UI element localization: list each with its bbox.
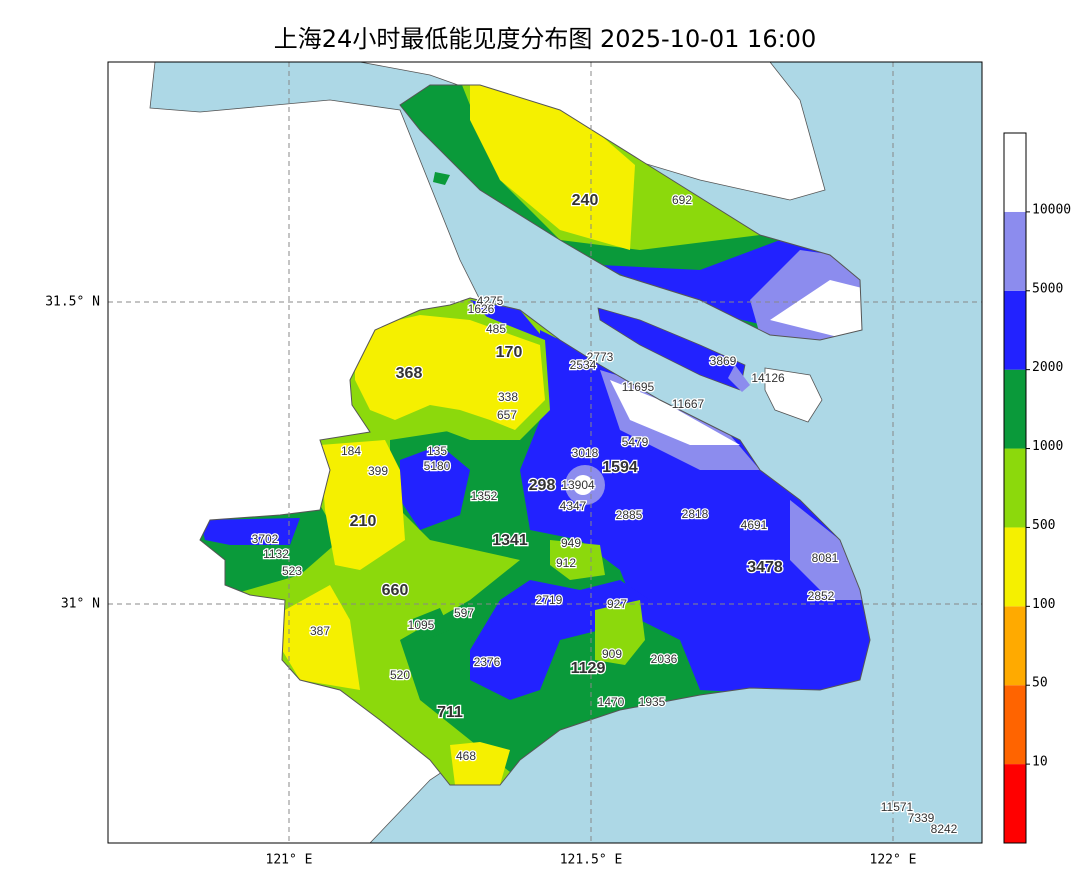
station-value: 485 [486,322,506,336]
lon-label: 121° E [266,853,313,868]
colorbar-tick-label: 50 [1032,676,1048,691]
lat-label: 31° N [61,597,100,612]
colorbar-frame [1003,132,1027,844]
station-value: 4691 [741,518,768,532]
station-value: 2885 [616,508,643,522]
station-value: 1132 [263,547,289,561]
station-value: 909 [602,647,622,661]
colorbar-tick-label: 10 [1032,755,1048,770]
colorbar-segment [1004,290,1026,370]
station-value: 14126 [751,371,785,385]
station-value: 5180 [424,459,451,473]
station-value: 11667 [672,397,705,411]
station-value: 5479 [622,435,649,449]
colorbar-segment [1004,764,1026,843]
lat-label: 31.5° N [45,295,100,310]
station-value: 1594 [602,459,638,476]
station-value: 2719 [536,593,563,607]
colorbar-segment [1004,527,1026,607]
station-value: 1470 [598,695,625,709]
colorbar-tick-label: 5000 [1032,281,1063,296]
station-value: 135 [427,444,447,458]
colorbar-segment [1004,369,1026,449]
mainland-outline [199,297,871,786]
station-value: 711 [437,704,463,721]
station-value: 3702 [252,532,279,546]
island-tip [728,365,750,392]
station-value: 3018 [572,446,599,460]
station-value: 657 [497,408,517,422]
colorbar-segment [1004,211,1026,291]
grid [108,62,982,843]
colorbar-tick-label: 2000 [1032,360,1063,375]
station-value: 2818 [682,507,709,521]
colorbar: 10 50 100 500 1000 2000 5000 10000 [1003,132,1071,844]
station-value: 8242 [931,822,958,836]
station-value: 170 [496,344,523,361]
station-value: 1129 [571,660,606,677]
station-value: 4275 [477,294,504,308]
station-value: 240 [572,192,599,209]
station-value: 1341 [492,532,528,549]
station-value: 7339 [908,811,935,825]
title: 上海24小时最低能见度分布图 2025-10-01 16:00 [274,25,816,53]
station-value: 2773 [587,350,614,364]
station-value: 1352 [471,489,498,503]
station-value: 210 [350,513,377,530]
station-value: 2036 [651,652,678,666]
colorbar-tick-label: 10000 [1032,202,1071,217]
station-value: 468 [456,749,476,763]
station-value: 4347 [560,499,587,513]
station-value: 3869 [710,354,737,368]
station-value: 1626 [468,302,495,316]
station-value: 949 [561,536,581,550]
station-value: 13904 [561,478,595,492]
station-value: 2376 [474,655,501,669]
colorbar-tick-label: 500 [1032,518,1055,533]
station-value: 2852 [808,589,835,603]
colorbar-segment [1004,448,1026,528]
map-frame [107,61,983,844]
station-value: 11695 [622,380,655,394]
station-value: 520 [390,668,410,682]
colorbar-segment [1004,606,1026,686]
colorbar-tick-label: 1000 [1032,439,1063,454]
station-value: 387 [310,624,330,638]
station-value: 298 [529,477,556,494]
station-value: 368 [396,365,423,382]
lon-label: 122° E [870,853,917,868]
colorbar-segment [1004,133,1026,212]
hengsha-island [764,367,823,423]
station-value: 660 [382,582,409,599]
station-value: 2534 [570,358,597,372]
station-value: 184 [341,444,361,458]
station-value: 1095 [408,618,435,632]
island-outline [399,84,863,341]
station-value: 927 [607,597,627,611]
colorbar-segment [1004,685,1026,765]
colorbar-tick-label: 100 [1032,597,1055,612]
station-value: 912 [556,556,576,570]
station-value: 8081 [812,551,839,565]
station-value: 338 [498,390,518,404]
islet [433,172,450,185]
lon-label: 121.5° E [560,853,623,868]
station-value: 399 [368,464,388,478]
station-value: 11571 [881,800,914,814]
station-value: 523 [282,564,302,578]
station-value: 3478 [747,559,783,576]
station-value: 1935 [639,695,666,709]
station-value: 597 [454,606,474,620]
station-value: 692 [672,193,692,207]
